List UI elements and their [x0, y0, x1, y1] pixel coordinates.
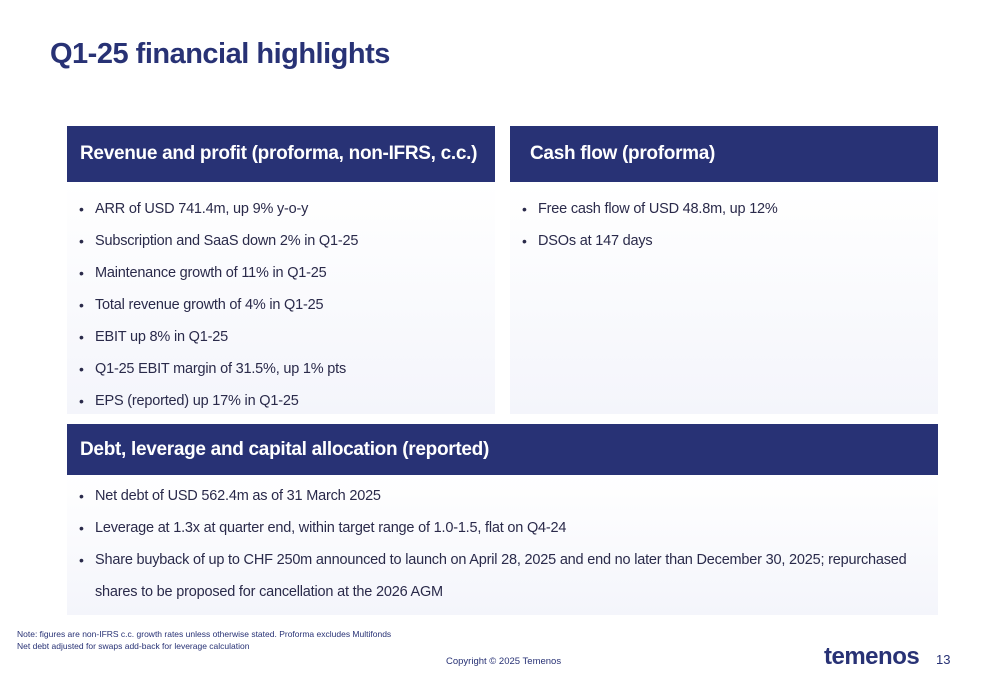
bullet-text: Net debt of USD 562.4m as of 31 March 20…	[95, 488, 381, 504]
bullet-dot-icon: •	[79, 297, 84, 313]
bullet-item: • EBIT up 8% in Q1-25	[67, 321, 495, 353]
debt-leverage-panel: Debt, leverage and capital allocation (r…	[67, 424, 938, 615]
bullet-item: • Net debt of USD 562.4m as of 31 March 2…	[67, 480, 928, 512]
debt-leverage-header: Debt, leverage and capital allocation (r…	[67, 424, 938, 475]
bullet-text: DSOs at 147 days	[538, 233, 653, 249]
bullet-item: • Maintenance growth of 11% in Q1-25	[67, 257, 495, 289]
copyright-text: Copyright © 2025 Temenos	[446, 656, 562, 667]
revenue-profit-body: • ARR of USD 741.4m, up 9% y-o-y • Subscrip…	[67, 182, 495, 414]
bullet-dot-icon: •	[522, 233, 527, 249]
bullet-dot-icon: •	[79, 393, 84, 409]
debt-leverage-list: • Net debt of USD 562.4m as of 31 March 2…	[67, 480, 928, 608]
bullet-text: ARR of USD 741.4m, up 9% y-o-y	[95, 201, 309, 217]
cash-flow-list: • Free cash flow of USD 48.8m, up 12% • DSO…	[510, 193, 938, 257]
footnote-line: Net debt adjusted for swaps add-back for…	[17, 641, 250, 651]
revenue-profit-panel: Revenue and profit (proforma, non-IFRS, …	[67, 126, 495, 414]
bullet-dot-icon: •	[79, 233, 84, 249]
bullet-text: EPS (reported) up 17% in Q1-25	[95, 393, 299, 409]
bullet-item: • ARR of USD 741.4m, up 9% y-o-y	[67, 193, 495, 225]
bullet-text: Subscription and SaaS down 2% in Q1-25	[95, 233, 359, 249]
bullet-item: • Subscription and SaaS down 2% in Q1-25	[67, 225, 495, 257]
bullet-text: Q1-25 EBIT margin of 31.5%, up 1% pts	[95, 361, 347, 377]
bullet-text: Leverage at 1.3x at quarter end, within …	[95, 520, 567, 536]
bullet-dot-icon: •	[79, 520, 84, 536]
bullet-item: • Free cash flow of USD 48.8m, up 12%	[510, 193, 938, 225]
bullet-dot-icon: •	[79, 361, 84, 377]
page-title: Q1-25 financial highlights	[50, 38, 390, 70]
bullet-text: Share buyback of up to CHF 250m announce…	[95, 552, 907, 600]
bullet-text: Free cash flow of USD 48.8m, up 12%	[538, 201, 778, 217]
footnote: Note: figures are non-IFRS c.c. growth r…	[17, 628, 391, 652]
footnote-line: Note: figures are non-IFRS c.c. growth r…	[17, 629, 392, 639]
debt-leverage-body: • Net debt of USD 562.4m as of 31 March 2…	[67, 475, 938, 615]
cash-flow-header: Cash flow (proforma)	[510, 126, 938, 182]
bullet-item: • DSOs at 147 days	[510, 225, 938, 257]
bullet-dot-icon: •	[522, 201, 527, 217]
bullet-text: Maintenance growth of 11% in Q1-25	[95, 265, 327, 281]
cash-flow-panel: Cash flow (proforma) • Free cash flow of …	[510, 126, 938, 414]
bullet-dot-icon: •	[79, 201, 84, 217]
bullet-item: • EPS (reported) up 17% in Q1-25	[67, 385, 495, 417]
temenos-logo: temenos	[824, 643, 920, 670]
revenue-profit-header: Revenue and profit (proforma, non-IFRS, …	[67, 126, 495, 182]
bullet-dot-icon: •	[79, 329, 84, 345]
cash-flow-body: • Free cash flow of USD 48.8m, up 12% • DSO…	[510, 182, 938, 414]
revenue-profit-list: • ARR of USD 741.4m, up 9% y-o-y • Subscrip…	[67, 193, 495, 417]
bullet-item: • Total revenue growth of 4% in Q1-25	[67, 289, 495, 321]
bullet-text: Total revenue growth of 4% in Q1-25	[95, 297, 324, 313]
bullet-dot-icon: •	[79, 488, 84, 504]
bullet-text: EBIT up 8% in Q1-25	[95, 329, 228, 345]
bullet-item: • Q1-25 EBIT margin of 31.5%, up 1% pts	[67, 353, 495, 385]
bullet-dot-icon: •	[79, 265, 84, 281]
bullet-dot-icon: •	[79, 552, 84, 568]
page-number: 13	[936, 652, 951, 667]
bullet-item: • Leverage at 1.3x at quarter end, within…	[67, 512, 928, 544]
bullet-item: • Share buyback of up to CHF 250m announc…	[67, 544, 928, 608]
